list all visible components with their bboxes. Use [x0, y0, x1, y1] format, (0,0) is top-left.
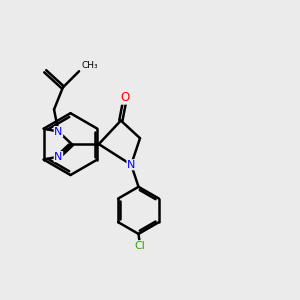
Text: CH₃: CH₃	[81, 61, 98, 70]
Text: O: O	[121, 91, 130, 104]
Text: N: N	[54, 152, 63, 162]
Text: Cl: Cl	[135, 241, 146, 251]
Text: N: N	[127, 160, 135, 170]
Text: N: N	[54, 127, 63, 136]
